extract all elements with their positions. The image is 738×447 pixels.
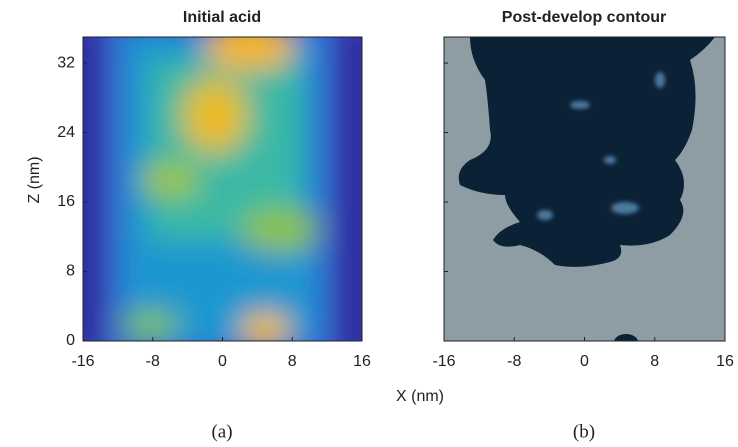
caption: (a) (211, 421, 232, 442)
x-tick-label: -8 (507, 353, 521, 370)
y-tick-label: 8 (66, 263, 75, 280)
x-axis-label: X (nm) (396, 388, 444, 405)
heatmap-image (60, 20, 380, 360)
chart-title: Initial acid (183, 9, 261, 26)
y-tick-label: 32 (57, 54, 75, 71)
x-tick-label: 0 (218, 353, 227, 370)
x-tick-label: 16 (353, 353, 371, 370)
x-tick-label: -16 (432, 353, 455, 370)
figure: Initial acid Post-develop contour X (nm)… (0, 0, 738, 447)
y-axis-label: Z (nm) (26, 156, 43, 203)
chart-title: Post-develop contour (502, 9, 666, 26)
contour-image (444, 37, 725, 350)
y-tick-label: 0 (66, 332, 75, 349)
x-tick-label: 8 (650, 353, 659, 370)
caption: (b) (573, 421, 595, 442)
x-tick-label: 0 (580, 353, 589, 370)
y-tick-label: 16 (57, 193, 75, 210)
x-tick-label: -8 (146, 353, 160, 370)
x-tick-label: 16 (716, 353, 734, 370)
x-tick-label: -16 (71, 353, 94, 370)
x-tick-label: 8 (288, 353, 297, 370)
y-tick-label: 24 (57, 124, 75, 141)
